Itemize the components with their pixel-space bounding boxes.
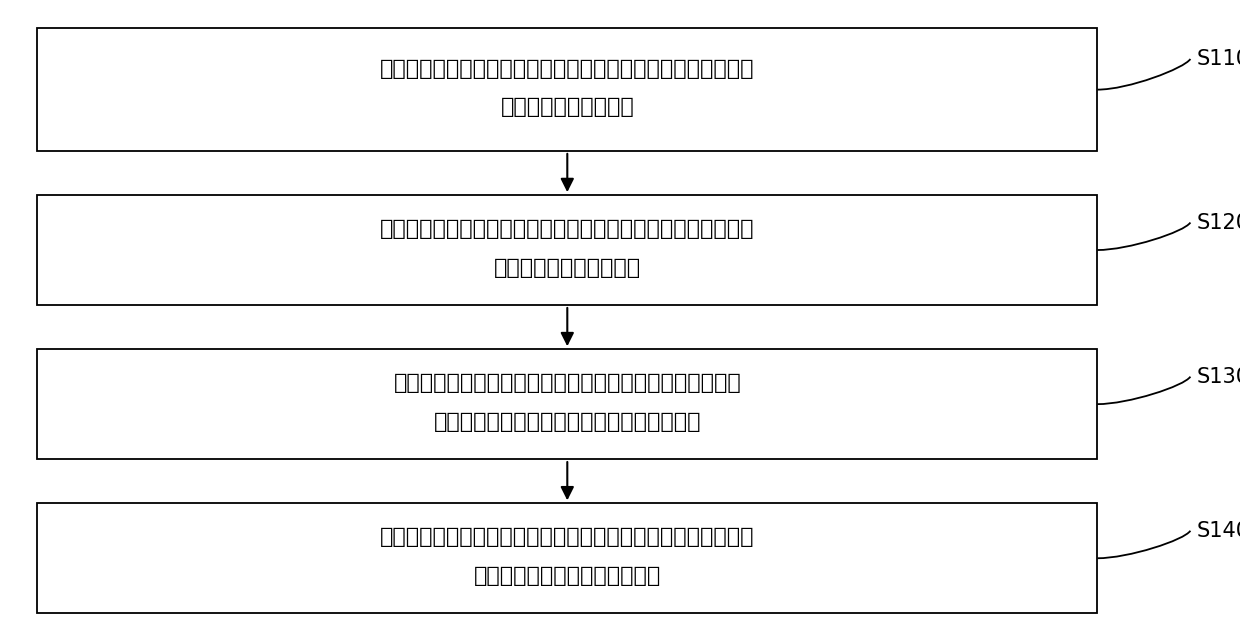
Text: 根据第二特征电压与第一特征电压的差值得到用户集合，用户集: 根据第二特征电压与第一特征电压的差值得到用户集合，用户集: [379, 528, 755, 547]
Bar: [37, 28, 1097, 151]
Text: 在配变中性点与地之间布置第一并联支路和第二并联支路，在配: 在配变中性点与地之间布置第一并联支路和第二并联支路，在配: [379, 59, 755, 79]
Bar: [37, 503, 1097, 613]
Text: 检测电压，检测配变所有用户的第二特征电压: 检测电压，检测配变所有用户的第二特征电压: [434, 412, 701, 431]
Text: S120: S120: [1197, 213, 1240, 233]
Text: 断开短接开关，闭合电源开关，控制逆变模块输出目标相的: 断开短接开关，闭合电源开关，控制逆变模块输出目标相的: [393, 374, 742, 393]
Bar: [37, 195, 1097, 305]
Text: 合中的用户为配变目标相的用户: 合中的用户为配变目标相的用户: [474, 566, 661, 586]
Text: S140: S140: [1197, 521, 1240, 541]
Text: 闭合短接开关，断开电源开关，检测配变所有用户的第一特征电: 闭合短接开关，断开电源开关，检测配变所有用户的第一特征电: [379, 220, 755, 239]
Text: S110: S110: [1197, 49, 1240, 69]
Text: S130: S130: [1197, 367, 1240, 387]
Text: 压和配变低压侧三相电压: 压和配变低压侧三相电压: [494, 258, 641, 277]
Text: 变低压侧布置检测模块: 变低压侧布置检测模块: [501, 97, 634, 117]
Bar: [37, 349, 1097, 459]
